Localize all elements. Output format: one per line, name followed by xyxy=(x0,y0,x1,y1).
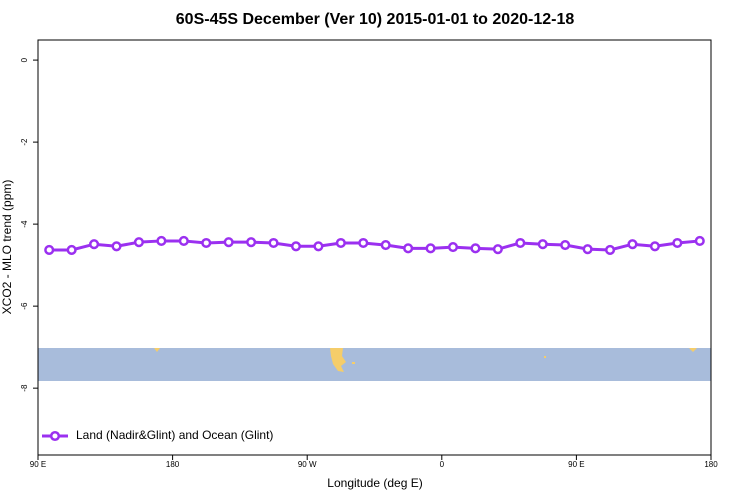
x-tick-label: 90 E xyxy=(30,460,46,469)
y-tick-label: 0 xyxy=(20,57,29,62)
land-patch xyxy=(352,362,355,364)
data-point xyxy=(313,241,324,252)
x-tick-label: 90 W xyxy=(298,460,317,469)
legend-label: Land (Nadir&Glint) and Ocean (Glint) xyxy=(76,428,273,442)
series-line xyxy=(49,239,700,252)
land-patch xyxy=(689,348,697,352)
y-axis-label: XCO2 - MLO trend (ppm) xyxy=(0,180,14,315)
data-point xyxy=(672,237,683,249)
data-point xyxy=(425,243,436,254)
data-point xyxy=(223,237,234,248)
y-tick-label: -4 xyxy=(20,220,29,228)
data-point xyxy=(156,235,167,246)
data-point xyxy=(335,237,346,249)
land-patch xyxy=(330,348,346,372)
data-point xyxy=(694,235,705,246)
data-point xyxy=(290,241,302,252)
data-point xyxy=(605,244,616,256)
data-point xyxy=(380,239,391,251)
data-point xyxy=(89,239,100,250)
data-point xyxy=(582,244,593,255)
data-point xyxy=(560,239,571,251)
x-tick-label: 180 xyxy=(166,460,180,469)
data-point xyxy=(201,237,212,249)
data-point xyxy=(133,237,144,248)
data-point xyxy=(447,242,459,253)
land-patch xyxy=(544,356,546,358)
land-patch xyxy=(154,348,160,352)
data-point xyxy=(492,244,503,255)
plot-frame xyxy=(37,39,712,456)
data-point xyxy=(246,237,257,248)
map-band xyxy=(38,348,711,381)
x-tick-label: 0 xyxy=(440,460,445,469)
data-point xyxy=(178,235,189,246)
data-point xyxy=(403,243,414,254)
chart-title: 60S-45S December (Ver 10) 2015-01-01 to … xyxy=(176,11,575,28)
x-axis-label: Longitude (deg E) xyxy=(327,476,422,490)
data-point xyxy=(515,237,526,249)
data-point xyxy=(537,239,548,250)
data-point xyxy=(66,244,77,256)
x-tick-label: 90 E xyxy=(568,460,584,469)
x-tick-label: 180 xyxy=(704,460,718,469)
ocean-band xyxy=(38,348,711,381)
data-point xyxy=(44,244,55,256)
data-point xyxy=(470,243,481,254)
data-point xyxy=(111,241,122,252)
y-tick-label: -8 xyxy=(20,384,29,392)
data-point xyxy=(627,239,638,250)
y-tick-label: -2 xyxy=(20,138,29,146)
data-point xyxy=(649,241,660,252)
data-point xyxy=(268,237,279,249)
legend-marker xyxy=(49,430,61,442)
y-tick-label: -6 xyxy=(20,302,29,310)
data-point xyxy=(358,237,369,249)
